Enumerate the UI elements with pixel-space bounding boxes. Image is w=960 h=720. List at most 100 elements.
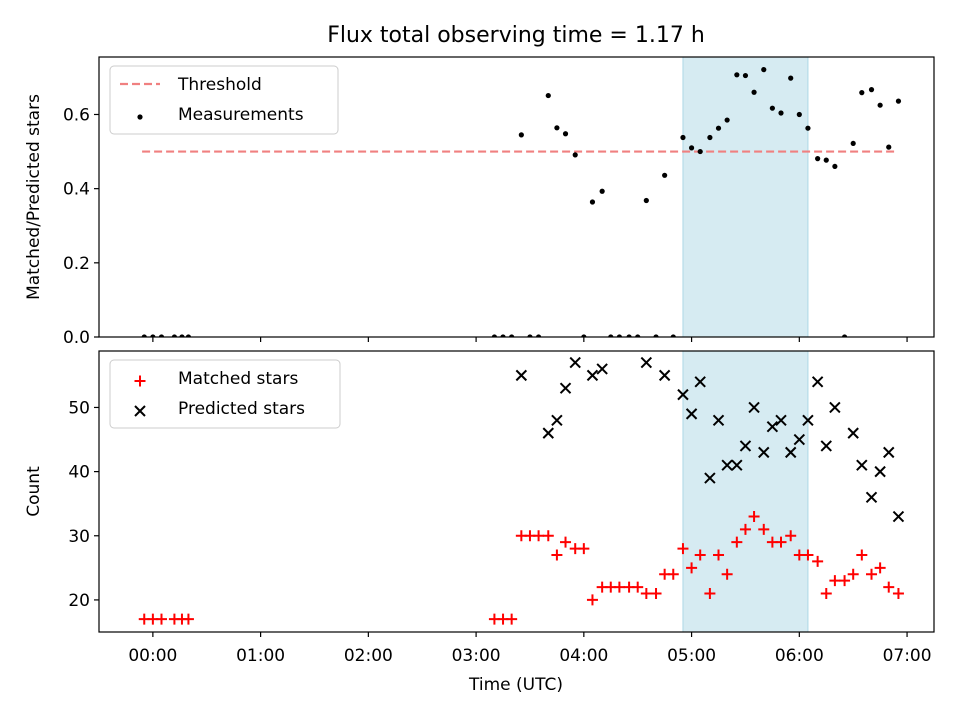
data-point — [545, 92, 551, 99]
data-point — [847, 568, 859, 580]
ratio-panel: 0.0 0.2 0.4 0.6 Matched/Predicted stars Thres… — [24, 56, 935, 348]
data-point — [635, 334, 641, 337]
data-point — [704, 472, 716, 484]
data-point — [829, 401, 841, 414]
legend-box — [109, 359, 341, 429]
data-point — [761, 67, 767, 73]
x-tick-label: 02:00 — [344, 646, 393, 666]
data-point — [775, 414, 787, 426]
data-point — [686, 562, 698, 574]
data-point — [572, 152, 578, 158]
y-tick-label: 0.6 — [63, 105, 90, 125]
x-tick-label: 06:00 — [775, 646, 824, 666]
series-predicted-stars — [515, 356, 905, 523]
legend-label: Measurements — [178, 105, 304, 125]
data-point — [856, 549, 868, 561]
data-point — [670, 334, 676, 337]
x-tick-label: 07:00 — [883, 646, 932, 666]
data-point — [895, 98, 902, 104]
data-point — [820, 440, 832, 452]
data-point — [632, 581, 644, 593]
data-point — [802, 414, 814, 426]
data-point — [677, 543, 689, 555]
data-point — [613, 581, 625, 593]
data-point — [788, 75, 794, 81]
legend-label: Matched stars — [178, 369, 298, 389]
data-point — [688, 145, 695, 151]
chart-title: Flux total observing time = 1.17 h — [327, 23, 705, 48]
y-axis-label: Matched/Predicted stars — [24, 94, 44, 300]
data-point — [491, 334, 498, 337]
data-point — [874, 465, 886, 478]
data-point — [694, 549, 706, 561]
data-point — [823, 157, 829, 163]
data-point — [793, 433, 806, 446]
data-point — [731, 459, 743, 471]
data-point — [751, 89, 757, 95]
data-point — [802, 549, 814, 561]
data-point — [707, 134, 713, 141]
legend-swatch — [137, 114, 143, 120]
data-point — [785, 530, 797, 542]
data-point — [724, 117, 730, 123]
data-point — [839, 575, 851, 587]
data-point — [158, 334, 165, 337]
data-point — [562, 131, 569, 137]
data-point — [721, 568, 733, 580]
count-panel: 20 30 40 50 00:00 01:00 02:00 03:00 04:00 05:00 06… — [24, 350, 935, 666]
data-point — [796, 111, 802, 118]
data-point — [713, 549, 725, 561]
data-point — [859, 90, 865, 96]
data-point — [560, 536, 572, 548]
data-point — [766, 420, 779, 433]
data-point — [643, 197, 649, 204]
legend-label: Predicted stars — [178, 399, 305, 419]
axes-frame — [98, 350, 935, 633]
data-point — [712, 414, 725, 426]
data-point — [856, 459, 868, 471]
data-point — [811, 376, 824, 388]
data-point — [832, 163, 838, 170]
y-axis-label: Count — [24, 466, 44, 517]
data-point — [805, 125, 811, 131]
x-tick-label: 01:00 — [236, 646, 285, 666]
data-point — [784, 446, 797, 459]
data-point — [608, 334, 614, 337]
data-point — [578, 543, 590, 555]
data-point — [883, 581, 895, 593]
data-point — [653, 334, 659, 337]
data-point — [640, 356, 653, 369]
data-point — [680, 134, 686, 141]
data-point — [640, 588, 652, 600]
data-point — [892, 510, 905, 523]
legend-swatch — [134, 405, 146, 417]
data-point — [739, 523, 751, 535]
data-point — [500, 334, 506, 337]
data-point — [841, 334, 848, 337]
legend: Threshold Measurements — [109, 65, 339, 135]
data-point — [150, 334, 156, 337]
data-point — [877, 102, 883, 108]
data-point — [506, 613, 518, 625]
data-point — [518, 132, 524, 138]
data-point — [141, 334, 147, 337]
data-point — [551, 414, 563, 426]
y-tick-label: 50 — [68, 398, 90, 418]
data-point — [535, 334, 542, 337]
data-point — [658, 369, 671, 382]
data-point — [586, 594, 598, 606]
data-point — [865, 491, 878, 503]
data-point — [542, 427, 554, 439]
x-tick-label: 00:00 — [128, 646, 177, 666]
data-point — [850, 140, 856, 147]
data-point — [182, 613, 194, 625]
data-point — [685, 408, 698, 420]
data-point — [731, 536, 743, 548]
data-point — [734, 72, 740, 78]
data-point — [758, 523, 770, 535]
data-point — [868, 87, 875, 93]
data-point — [527, 334, 533, 337]
legend-swatch — [134, 375, 146, 387]
data-point — [748, 511, 760, 523]
